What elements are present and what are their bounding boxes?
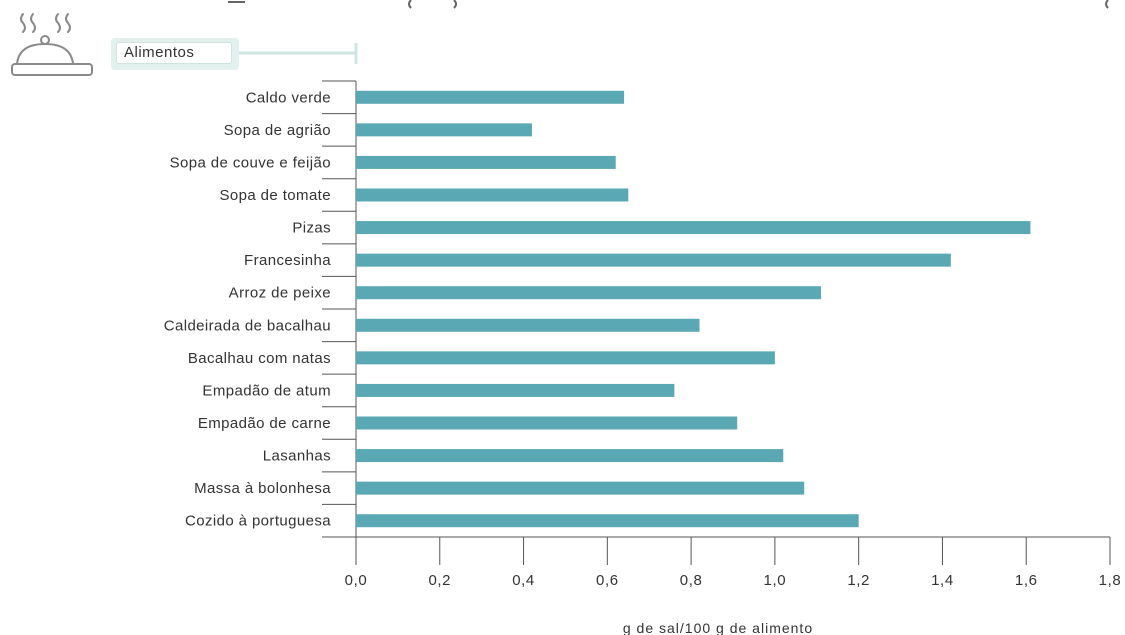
bar — [356, 90, 625, 104]
category-label: Massa à bolonhesa — [194, 480, 331, 497]
x-tick-label: 0,2 — [428, 572, 451, 589]
category-label: Lasanhas — [263, 448, 331, 465]
x-tick-label: 1,6 — [1015, 572, 1038, 589]
category-legend-label: Alimentos — [116, 42, 232, 64]
bar — [356, 351, 775, 365]
category-label: Cozido à portuguesa — [185, 513, 331, 530]
category-label: Empadão de atum — [202, 382, 331, 399]
x-tick-label: 0,6 — [596, 572, 619, 589]
bar — [356, 514, 859, 528]
category-legend: Alimentos — [111, 38, 239, 70]
category-label: Arroz de peixe — [229, 285, 331, 302]
clipped-top-fragments — [228, 0, 1109, 9]
category-label: Francesinha — [244, 252, 331, 269]
bar — [356, 383, 675, 397]
category-label: Sopa de agrião — [224, 122, 331, 139]
category-label: Empadão de carne — [198, 415, 331, 432]
bar — [356, 318, 700, 332]
bar — [356, 286, 821, 300]
category-label: Sopa de tomate — [219, 187, 331, 204]
category-labels: Caldo verde Sopa de agrião Sopa de couve e… — [164, 89, 331, 530]
category-label: Sopa de couve e feijão — [170, 154, 331, 171]
bar — [356, 155, 616, 169]
category-label: Bacalhau com natas — [188, 350, 331, 367]
food-cloche-icon — [11, 13, 93, 76]
bars — [356, 90, 1031, 528]
x-tick-labels: 0,0 0,2 0,4 0,6 0,8 1,0 1,2 1,4 1,6 1,8 — [345, 572, 1122, 589]
x-tick-label: 0,0 — [345, 572, 368, 589]
bar — [356, 416, 738, 430]
bar — [356, 449, 784, 463]
bar — [356, 481, 805, 495]
category-label: Pizas — [292, 220, 331, 237]
bar — [356, 188, 629, 202]
x-tick-label: 1,2 — [847, 572, 870, 589]
x-tick-label: 1,0 — [764, 572, 787, 589]
category-label: Caldeirada de bacalhau — [164, 317, 331, 334]
bar — [356, 123, 532, 137]
category-label: Caldo verde — [246, 89, 331, 106]
x-tick-label: 1,4 — [931, 572, 954, 589]
bar — [356, 221, 1031, 235]
x-tick-label: 1,8 — [1099, 572, 1122, 589]
bar — [356, 253, 951, 267]
x-tick-label: 0,8 — [680, 572, 703, 589]
x-tick-label: 0,4 — [512, 572, 535, 589]
x-axis-title: g de sal/100 g de alimento — [623, 620, 813, 635]
